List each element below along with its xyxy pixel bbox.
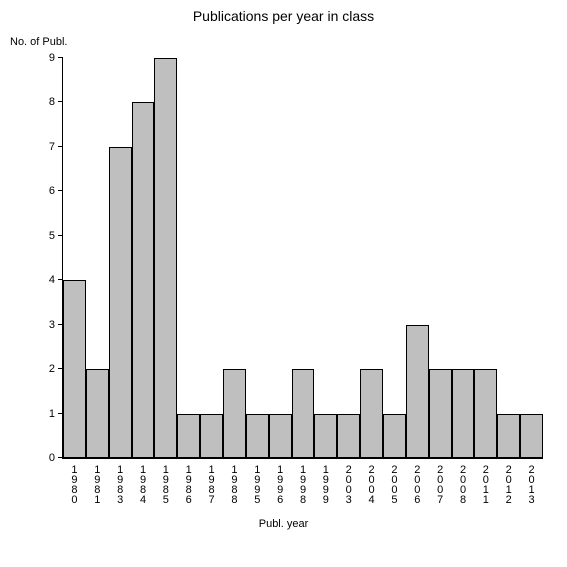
bar	[406, 325, 429, 458]
bar	[497, 414, 520, 458]
x-tick-label: 2011	[480, 458, 491, 504]
x-tick-label: 2012	[503, 458, 514, 504]
y-tick-label: 0	[49, 452, 63, 464]
y-tick-mark	[58, 190, 63, 191]
x-tick-label: 2006	[411, 458, 422, 504]
y-tick-mark	[58, 235, 63, 236]
bar	[474, 369, 497, 458]
bar	[292, 369, 315, 458]
chart-container: Publications per year in class No. of Pu…	[0, 0, 567, 567]
y-tick-label: 1	[49, 408, 63, 420]
x-tick-label: 2005	[388, 458, 399, 504]
y-tick-label: 2	[49, 363, 63, 375]
chart-title: Publications per year in class	[0, 8, 567, 24]
y-tick-label: 7	[49, 141, 63, 153]
y-axis-label: No. of Publ.	[10, 36, 67, 48]
bar	[314, 414, 337, 458]
bar	[132, 102, 155, 458]
y-tick-label: 9	[49, 52, 63, 64]
y-tick-label: 3	[49, 319, 63, 331]
y-tick-mark	[58, 146, 63, 147]
x-tick-label: 1995	[251, 458, 262, 504]
bar	[86, 369, 109, 458]
x-tick-label: 1983	[114, 458, 125, 504]
bar	[269, 414, 292, 458]
y-tick-mark	[58, 101, 63, 102]
bar	[109, 147, 132, 458]
x-tick-label: 1999	[320, 458, 331, 504]
x-tick-label: 1987	[206, 458, 217, 504]
y-tick-label: 8	[49, 96, 63, 108]
bar	[383, 414, 406, 458]
x-tick-label: 2003	[343, 458, 354, 504]
y-tick-label: 5	[49, 230, 63, 242]
x-tick-label: 1980	[68, 458, 79, 504]
x-tick-label: 1996	[274, 458, 285, 504]
bar	[452, 369, 475, 458]
bar	[429, 369, 452, 458]
bar	[246, 414, 269, 458]
bar	[360, 369, 383, 458]
bar	[337, 414, 360, 458]
bar	[63, 280, 86, 458]
x-tick-label: 1981	[91, 458, 102, 504]
x-tick-label: 1984	[137, 458, 148, 504]
x-tick-label: 1998	[297, 458, 308, 504]
x-tick-label: 1986	[183, 458, 194, 504]
y-tick-label: 4	[49, 274, 63, 286]
x-tick-label: 2007	[434, 458, 445, 504]
bar	[223, 369, 246, 458]
x-tick-label: 2013	[526, 458, 537, 504]
x-axis-label: Publ. year	[0, 518, 567, 530]
bar	[154, 58, 177, 458]
bar	[520, 414, 543, 458]
plot-area: 0123456789198019811983198419851986198719…	[62, 58, 543, 459]
bar	[177, 414, 200, 458]
x-tick-label: 1988	[228, 458, 239, 504]
y-tick-mark	[58, 57, 63, 58]
bar	[200, 414, 223, 458]
x-tick-label: 2004	[366, 458, 377, 504]
x-tick-label: 1985	[160, 458, 171, 504]
x-tick-label: 2008	[457, 458, 468, 504]
y-tick-label: 6	[49, 185, 63, 197]
